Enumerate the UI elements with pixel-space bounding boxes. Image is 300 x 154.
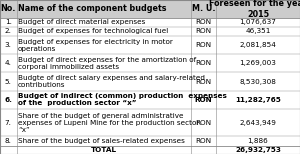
- Text: 1.: 1.: [5, 19, 12, 25]
- Text: Budgte of direct salary expenses and salary-related
contributions: Budgte of direct salary expenses and sal…: [18, 75, 205, 88]
- Text: 2.: 2.: [5, 28, 12, 34]
- Text: 7.: 7.: [5, 120, 12, 126]
- Text: 8.: 8.: [5, 138, 12, 144]
- Text: 2,643,949: 2,643,949: [240, 120, 276, 126]
- Text: Share of the budget of sales-related expenses: Share of the budget of sales-related exp…: [18, 138, 185, 144]
- Text: RON: RON: [195, 79, 211, 85]
- Text: 1,886: 1,886: [248, 138, 268, 144]
- Text: 5.: 5.: [5, 79, 12, 85]
- Text: RON: RON: [194, 97, 212, 103]
- Text: 11,282,765: 11,282,765: [235, 97, 281, 103]
- Text: Foreseen for the year
2015: Foreseen for the year 2015: [209, 0, 300, 18]
- Text: 2,081,854: 2,081,854: [240, 42, 276, 48]
- Text: RON: RON: [195, 42, 211, 48]
- Text: RON: RON: [195, 28, 211, 34]
- Text: Budget of direct expenses for the amortization of
corporal immobilized assets: Budget of direct expenses for the amorti…: [18, 57, 196, 70]
- Text: Name of the component budgets: Name of the component budgets: [18, 4, 167, 13]
- Text: No.: No.: [1, 4, 16, 13]
- Text: M. U.: M. U.: [191, 4, 215, 13]
- Text: Budget of direct material expenses: Budget of direct material expenses: [18, 19, 146, 25]
- Text: Budget of expenses for electricity in motor
operations: Budget of expenses for electricity in mo…: [18, 39, 173, 52]
- Text: 4.: 4.: [5, 60, 12, 66]
- Text: Budget of indirect (common) production  expenses
of the  production sector “x”: Budget of indirect (common) production e…: [18, 93, 227, 106]
- Text: TOTAL: TOTAL: [91, 147, 116, 153]
- Text: Budget of expenses for technological fuel: Budget of expenses for technological fue…: [18, 28, 168, 34]
- Text: RON: RON: [195, 138, 211, 144]
- Text: RON: RON: [195, 60, 211, 66]
- Text: 1,076,637: 1,076,637: [240, 19, 276, 25]
- Text: Share of the budget of general administrative
expenses of Lupeni Mine for the pr: Share of the budget of general administr…: [18, 113, 200, 133]
- Text: RON: RON: [195, 19, 211, 25]
- Bar: [0, 0, 300, 18]
- Text: RON: RON: [195, 120, 211, 126]
- Text: 3.: 3.: [5, 42, 12, 48]
- Text: 6.: 6.: [4, 97, 12, 103]
- Text: 26,932,753: 26,932,753: [235, 147, 281, 153]
- Text: 46,351: 46,351: [245, 28, 271, 34]
- Text: 1,269,003: 1,269,003: [240, 60, 276, 66]
- Text: 8,530,308: 8,530,308: [240, 79, 276, 85]
